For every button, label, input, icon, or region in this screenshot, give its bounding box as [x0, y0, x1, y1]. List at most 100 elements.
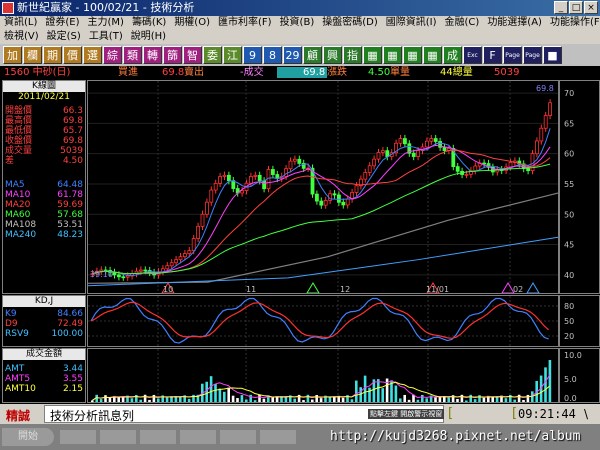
toolbar-button-5[interactable]: 綜	[103, 46, 122, 64]
candle-body	[486, 163, 491, 168]
toolbar-button-25[interactable]: Page	[503, 46, 522, 64]
candle-body	[310, 167, 315, 195]
kd-chart[interactable]	[87, 295, 559, 347]
amount-bar	[121, 396, 125, 402]
toolbar-button-24[interactable]: F	[483, 46, 502, 64]
amount-bar	[315, 395, 318, 402]
menu-item-r1-2[interactable]: 主力(M)	[87, 17, 124, 28]
candle-body	[270, 169, 275, 175]
toolbar-button-11[interactable]: 江	[223, 46, 242, 64]
menu-item-r2-0[interactable]: 檢視(V)	[4, 31, 39, 42]
toolbar-button-16[interactable]: 興	[323, 46, 342, 64]
toolbar-button-21[interactable]: ▦	[423, 46, 442, 64]
toolbar-button-0[interactable]: 加	[3, 46, 22, 64]
toolbar-button-12[interactable]: 9	[243, 46, 262, 64]
amount-bar	[504, 398, 508, 402]
toolbar-button-14[interactable]: 29	[283, 46, 302, 64]
bracket-left: [	[448, 406, 454, 421]
toolbar-button-8[interactable]: 篩	[163, 46, 182, 64]
y-tick-label: 65	[564, 119, 574, 128]
toolbar-button-1[interactable]: 欄	[23, 46, 42, 64]
amount-bar	[192, 394, 195, 402]
amt-row: AMT10 2.15	[3, 384, 85, 394]
toolbar-button-3[interactable]: 價	[63, 46, 82, 64]
menu-item-r1-7[interactable]: 操盤密碼(D)	[322, 17, 378, 28]
kd-value: 100.00	[51, 329, 84, 339]
menu-item-r1-4[interactable]: 期權(O)	[174, 17, 210, 28]
ma-row: MA5 64.48	[3, 180, 85, 190]
toolbar-button-15[interactable]: 顧	[303, 46, 322, 64]
status-message: 技術分析訊息列	[50, 409, 135, 423]
taskbar-item[interactable]	[260, 430, 296, 444]
amount-axis: 10.0 5.0 0.0	[559, 348, 600, 403]
amount-bar	[513, 399, 516, 402]
close-icon[interactable]: ×	[584, 1, 598, 14]
x-tick-label: 11/01	[426, 285, 449, 293]
menu-item-r1-9[interactable]: 金融(C)	[444, 17, 480, 28]
menu-item-r1-3[interactable]: 籌碼(K)	[131, 17, 167, 28]
menu-item-r1-6[interactable]: 投資(B)	[279, 17, 315, 28]
ma-row: MA60 57.68	[3, 210, 85, 220]
candle-body	[464, 173, 469, 176]
quote-bar: 1560 中砂(日) 買進 69.8 賣出 -成交 69.8 漲跌 4.50 單…	[0, 66, 600, 79]
minimize-icon[interactable]: _	[554, 1, 568, 14]
toolbar-button-19[interactable]: ▦	[383, 46, 402, 64]
taskbar-item[interactable]	[220, 430, 256, 444]
amount-bar	[456, 399, 459, 402]
amount-chart[interactable]	[87, 348, 559, 403]
taskbar-item[interactable]	[140, 430, 176, 444]
toolbar-button-27[interactable]: ■	[543, 46, 562, 64]
toolbar-button-10[interactable]: 委	[203, 46, 222, 64]
toolbar-button-7[interactable]: 轉	[143, 46, 162, 64]
toolbar-button-2[interactable]: 期	[43, 46, 62, 64]
menu-item-r2-3[interactable]: 說明(H)	[130, 31, 167, 42]
total-value: 5039	[494, 67, 520, 78]
alert-hint-button[interactable]: 點擊左鍵 開啟警示視窗	[368, 409, 445, 419]
kline-row: 收盤價 69.8	[3, 136, 85, 146]
maximize-icon[interactable]: □	[569, 1, 583, 14]
taskbar-item[interactable]	[180, 430, 216, 444]
amount-bar	[126, 395, 129, 402]
menu-item-r1-0[interactable]: 資訊(L)	[4, 17, 38, 28]
menu-item-r1-10[interactable]: 功能選擇(A)	[487, 17, 542, 28]
toolbar-button-22[interactable]: 成	[443, 46, 462, 64]
amount-bar	[117, 396, 120, 402]
clock: 09:21:44	[518, 407, 576, 421]
toolbar-button-26[interactable]: Page	[523, 46, 542, 64]
menu-item-r1-11[interactable]: 功能操作(F)	[549, 17, 600, 28]
kline-row: 成交量 5039	[3, 146, 85, 156]
ma-row: MA10 61.78	[3, 190, 85, 200]
y-tick-label: 55	[564, 180, 574, 189]
toolbar-button-20[interactable]: ▦	[403, 46, 422, 64]
ma240-line	[87, 236, 559, 287]
toolbar-button-13[interactable]: 8	[263, 46, 282, 64]
candlestick-chart[interactable]: 69.8 39.10 10 11 12 11/01 02	[87, 80, 559, 294]
toolbar-button-23[interactable]: Exc	[463, 46, 482, 64]
kd-value: 84.66	[57, 309, 83, 319]
amount-bar	[403, 394, 406, 402]
menu-row-1: 資訊(L) 證券(E) 主力(M) 籌碼(K) 期權(O) 匯市利率(F) 投資(B) 操盤密…	[0, 16, 600, 30]
kd-label: RSV9	[5, 329, 29, 339]
kd-row: RSV9 100.00	[3, 329, 85, 339]
kline-label: 最高價	[5, 116, 33, 126]
menu-item-r1-8[interactable]: 國際資訊(I)	[385, 17, 437, 28]
candle-body	[376, 152, 381, 160]
toolbar-button-18[interactable]: ▦	[363, 46, 382, 64]
toolbar-button-6[interactable]: 類	[123, 46, 142, 64]
menu-item-r1-5[interactable]: 匯市利率(F)	[218, 17, 272, 28]
start-button[interactable]: 開始	[2, 428, 54, 446]
kd-value: 72.49	[57, 319, 83, 329]
ma-value: 53.51	[57, 220, 83, 230]
amount-bar	[240, 395, 244, 402]
menu-item-r2-2[interactable]: 工具(T)	[88, 31, 123, 42]
toolbar-button-9[interactable]: 智	[183, 46, 202, 64]
taskbar-item[interactable]	[100, 430, 136, 444]
taskbar-item[interactable]	[60, 430, 96, 444]
toolbar-button-4[interactable]: 選	[83, 46, 102, 64]
signal-triangle	[526, 282, 540, 294]
kd-axis: 80 50 20	[559, 295, 600, 347]
menu-item-r1-1[interactable]: 證券(E)	[45, 17, 80, 28]
toolbar-button-17[interactable]: 指	[343, 46, 362, 64]
menu-item-r2-1[interactable]: 設定(S)	[46, 31, 81, 42]
kd-tick-label: 50	[564, 317, 574, 326]
